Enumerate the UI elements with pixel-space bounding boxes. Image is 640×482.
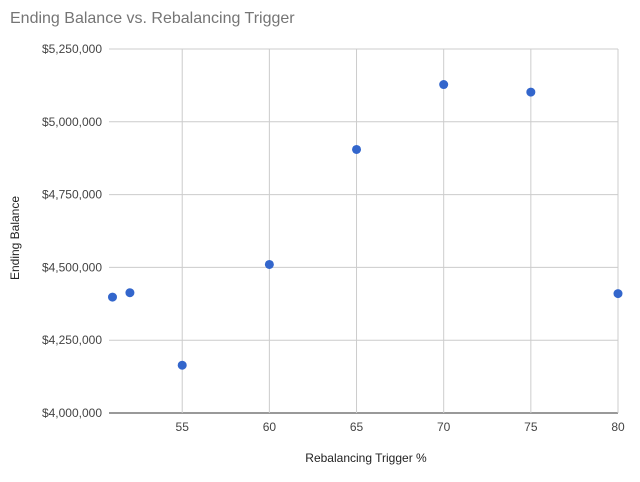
data-point[interactable] [613, 289, 623, 299]
data-point[interactable] [125, 288, 135, 298]
grid-lines [109, 48, 619, 414]
x-tick-label: 55 [176, 420, 190, 434]
y-tick-label: $4,250,000 [42, 333, 102, 347]
x-tick-label: 60 [263, 420, 277, 434]
y-tick-label: $5,250,000 [42, 42, 102, 56]
data-point[interactable] [439, 80, 449, 90]
x-tick-label: 80 [611, 420, 625, 434]
data-point[interactable] [264, 259, 274, 269]
y-tick-label: $4,750,000 [42, 188, 102, 202]
x-tick-label: 70 [437, 420, 451, 434]
x-tick-label: 65 [350, 420, 364, 434]
data-point[interactable] [107, 292, 117, 302]
data-point[interactable] [177, 360, 187, 370]
x-axis-label: Rebalancing Trigger % [305, 451, 427, 465]
chart-title: Ending Balance vs. Rebalancing Trigger [10, 10, 295, 27]
y-tick-label: $4,500,000 [42, 260, 102, 274]
data-point[interactable] [526, 87, 536, 97]
y-axis-label: Ending Balance [8, 196, 22, 280]
data-point[interactable] [352, 144, 362, 154]
y-tick-label: $5,000,000 [42, 115, 102, 129]
data-points [107, 80, 623, 370]
y-tick-label: $4,000,000 [42, 406, 102, 420]
x-tick-label: 75 [524, 420, 538, 434]
tick-labels: $4,000,000 $4,250,000 $4,500,000 $4,750,000… [42, 42, 625, 434]
